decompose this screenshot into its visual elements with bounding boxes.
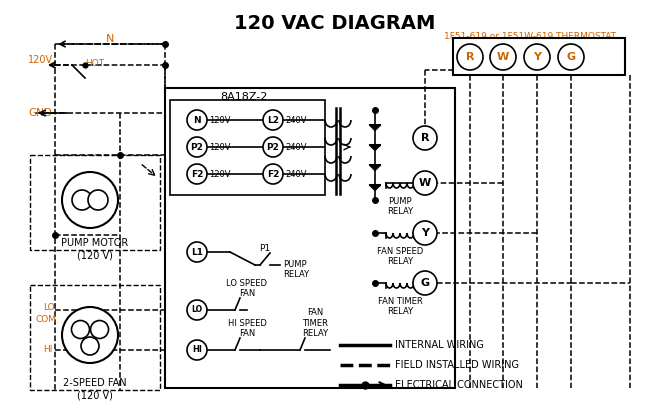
Text: 120V: 120V: [209, 142, 230, 152]
Text: P2: P2: [267, 142, 279, 152]
Text: N: N: [193, 116, 201, 124]
Text: 240V: 240V: [285, 170, 306, 178]
Circle shape: [187, 110, 207, 130]
Bar: [453, 38, 625, 75]
Text: LO SPEED
FAN: LO SPEED FAN: [226, 279, 267, 298]
Circle shape: [88, 190, 108, 210]
Text: W: W: [497, 52, 509, 62]
Text: P2: P2: [190, 142, 204, 152]
Circle shape: [490, 44, 516, 70]
Text: COM: COM: [35, 316, 56, 324]
Text: P1: P1: [259, 244, 271, 253]
Text: HI: HI: [43, 346, 52, 354]
Text: GND: GND: [28, 108, 52, 118]
Circle shape: [62, 172, 118, 228]
Text: 8A18Z-2: 8A18Z-2: [220, 92, 267, 102]
Text: HOT: HOT: [85, 59, 104, 68]
Bar: [165, 88, 455, 388]
Text: 2-SPEED FAN: 2-SPEED FAN: [63, 378, 127, 388]
Text: 240V: 240V: [285, 142, 306, 152]
Circle shape: [187, 164, 207, 184]
Polygon shape: [370, 166, 380, 171]
Circle shape: [187, 300, 207, 320]
Text: HI: HI: [192, 346, 202, 354]
Circle shape: [263, 137, 283, 157]
Text: INTERNAL WIRING: INTERNAL WIRING: [395, 340, 484, 350]
Text: 1F51-619 or 1F51W-619 THERMOSTAT: 1F51-619 or 1F51W-619 THERMOSTAT: [444, 32, 616, 41]
Text: FAN
TIMER
RELAY: FAN TIMER RELAY: [302, 308, 328, 338]
Circle shape: [457, 44, 483, 70]
Text: PUMP MOTOR: PUMP MOTOR: [62, 238, 129, 248]
Text: FAN SPEED
RELAY: FAN SPEED RELAY: [377, 247, 423, 266]
Text: FIELD INSTALLED WIRING: FIELD INSTALLED WIRING: [395, 360, 519, 370]
Circle shape: [558, 44, 584, 70]
Text: Y: Y: [421, 228, 429, 238]
Text: F2: F2: [191, 170, 203, 178]
Text: R: R: [421, 133, 429, 143]
Circle shape: [81, 337, 99, 355]
Bar: [170, 100, 325, 195]
Polygon shape: [370, 145, 380, 150]
Circle shape: [72, 190, 92, 210]
Text: LO: LO: [192, 305, 202, 315]
Text: L2: L2: [267, 116, 279, 124]
Text: W: W: [419, 178, 431, 188]
Text: PUMP
RELAY: PUMP RELAY: [387, 197, 413, 216]
Circle shape: [90, 321, 109, 339]
Text: HI SPEED
FAN: HI SPEED FAN: [228, 318, 267, 338]
Text: FAN TIMER
RELAY: FAN TIMER RELAY: [378, 297, 422, 316]
Text: L1: L1: [191, 248, 203, 256]
Text: (120 V): (120 V): [77, 250, 113, 260]
Text: R: R: [466, 52, 474, 62]
Text: ELECTRICAL CONNECTION: ELECTRICAL CONNECTION: [395, 380, 523, 390]
Text: 120V: 120V: [209, 116, 230, 124]
Circle shape: [413, 171, 437, 195]
Text: 120V: 120V: [28, 55, 53, 65]
Circle shape: [187, 242, 207, 262]
Text: 240V: 240V: [285, 116, 306, 124]
Circle shape: [263, 164, 283, 184]
Text: G: G: [566, 52, 576, 62]
Bar: [30, 155, 160, 250]
Bar: [30, 285, 160, 390]
Circle shape: [187, 137, 207, 157]
Text: G: G: [421, 278, 429, 288]
Polygon shape: [370, 126, 380, 130]
Text: LO: LO: [43, 303, 55, 311]
Text: 120V: 120V: [209, 170, 230, 178]
Circle shape: [413, 126, 437, 150]
Circle shape: [413, 271, 437, 295]
Polygon shape: [370, 186, 380, 191]
Circle shape: [263, 110, 283, 130]
Circle shape: [524, 44, 550, 70]
Circle shape: [62, 307, 118, 363]
Text: 120 VAC DIAGRAM: 120 VAC DIAGRAM: [234, 14, 436, 33]
Circle shape: [187, 340, 207, 360]
Text: Y: Y: [533, 52, 541, 62]
Text: PUMP
RELAY: PUMP RELAY: [283, 260, 309, 279]
Text: N: N: [106, 34, 114, 44]
Text: F2: F2: [267, 170, 279, 178]
Circle shape: [72, 321, 90, 339]
Text: (120 V): (120 V): [77, 390, 113, 400]
Circle shape: [413, 221, 437, 245]
